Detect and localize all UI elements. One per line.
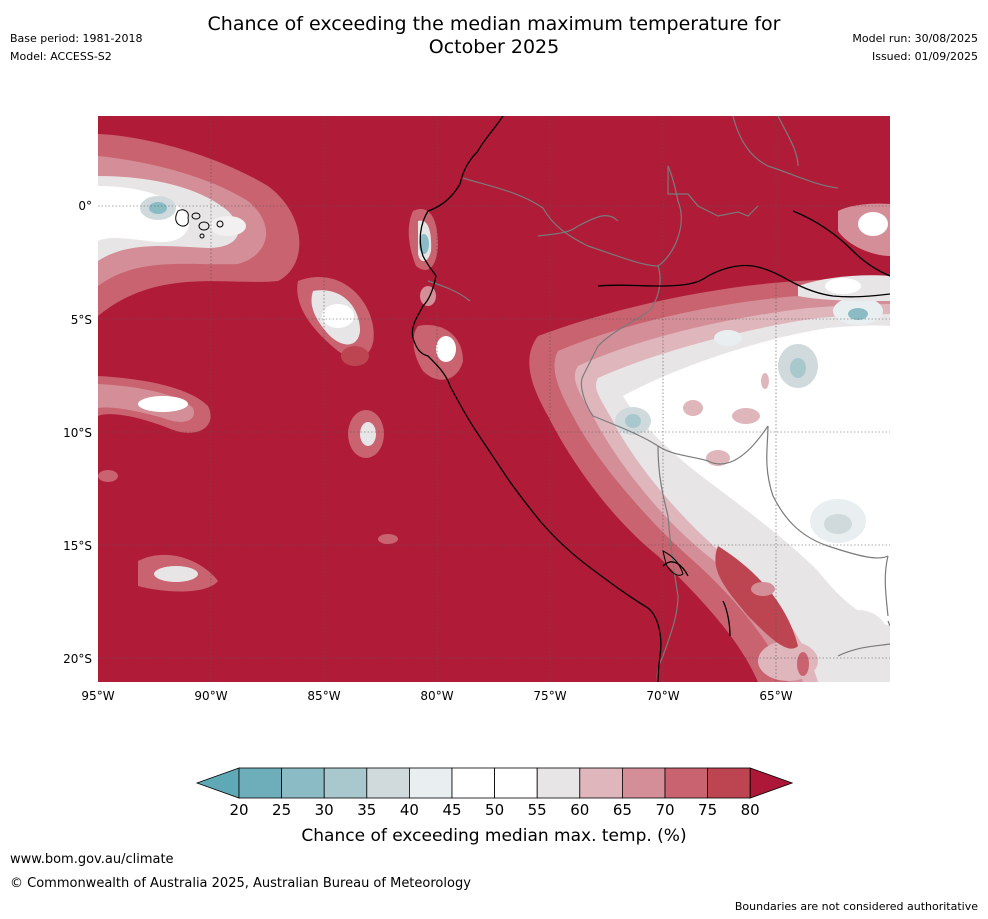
colorbar-tick-50: 50 <box>485 801 505 819</box>
colorbar-tick-80: 80 <box>740 801 760 819</box>
offshore-anomaly-blobs <box>98 277 398 592</box>
lon-label-80w: 80°W <box>420 689 454 703</box>
copyright-text: © Commonwealth of Australia 2025, Austra… <box>10 876 471 891</box>
colorbar-cell-50-55 <box>494 767 538 799</box>
colorbar-tick-40: 40 <box>399 801 419 819</box>
issued-date: Issued: 01/09/2025 <box>871 50 978 63</box>
colorbar-cell-45-50 <box>451 767 495 799</box>
amazon-corner-anomaly <box>798 203 890 301</box>
lat-label-0: 0° <box>78 199 92 213</box>
lon-label-65w: 65°W <box>759 689 793 703</box>
lat-label-10s: 10°S <box>63 426 92 440</box>
chart-title-line2: October 2025 <box>428 36 560 58</box>
colorbar-cell-75-80 <box>707 767 751 799</box>
colorbar-svg <box>195 767 794 799</box>
lon-label-85w: 85°W <box>307 689 341 703</box>
chart-title: Chance of exceeding the median maximum t… <box>0 13 988 59</box>
forecast-map <box>98 116 890 682</box>
colorbar-cell-55-60 <box>536 767 581 799</box>
lat-label-5s: 5°S <box>70 313 92 327</box>
disclaimer-text: Boundaries are not considered authoritat… <box>734 900 978 913</box>
colorbar-cell-25-30 <box>281 767 325 799</box>
lon-label-75w: 75°W <box>533 689 567 703</box>
galapagos-islands <box>175 209 224 239</box>
colorbar-cell-70-75 <box>664 767 708 799</box>
colorbar-tick-30: 30 <box>314 801 334 819</box>
chart-title-line1: Chance of exceeding the median maximum t… <box>207 13 781 35</box>
colorbar <box>195 765 795 805</box>
lon-label-90w: 90°W <box>194 689 228 703</box>
lat-label-15s: 15°S <box>63 539 92 553</box>
colorbar-tick-70: 70 <box>655 801 675 819</box>
meta-right: Model run: 30/08/2025 Issued: 01/09/2025 <box>852 32 978 68</box>
colorbar-tick-25: 25 <box>272 801 292 819</box>
model-name: Model: ACCESS-S2 <box>10 50 112 63</box>
colorbar-tick-20: 20 <box>229 801 249 819</box>
lon-label-95w: 95°W <box>81 689 115 703</box>
colorbar-tick-75: 75 <box>698 801 718 819</box>
lon-label-70w: 70°W <box>646 689 680 703</box>
colorbar-tick-55: 55 <box>527 801 547 819</box>
colorbar-arrow-high <box>749 767 794 799</box>
lake-titicaca <box>662 550 684 576</box>
colorbar-cells <box>195 767 794 799</box>
colorbar-tick-35: 35 <box>357 801 377 819</box>
colorbar-cell-40-45 <box>408 767 453 799</box>
model-run: Model run: 30/08/2025 <box>852 32 978 45</box>
base-period: Base period: 1981-2018 <box>10 32 143 45</box>
meta-left: Base period: 1981-2018 Model: ACCESS-S2 <box>10 32 142 68</box>
peru-inland-anomaly <box>529 276 890 682</box>
colorbar-cell-35-40 <box>366 767 410 799</box>
colorbar-cell-30-35 <box>323 767 368 799</box>
andes-high-band <box>715 546 809 676</box>
colorbar-tick-45: 45 <box>442 801 462 819</box>
colorbar-title: Chance of exceeding median max. temp. (%… <box>301 826 687 846</box>
colorbar-arrow-low <box>195 767 240 799</box>
colorbar-cell-65-70 <box>621 767 666 799</box>
map-gridlines <box>98 116 890 682</box>
colorbar-cell-60-65 <box>579 767 623 799</box>
website-link[interactable]: www.bom.gov.au/climate <box>10 852 174 867</box>
colorbar-tick-65: 65 <box>612 801 632 819</box>
lat-label-20s: 20°S <box>63 652 92 666</box>
colorbar-cell-20-25 <box>238 767 282 799</box>
colorbar-tick-60: 60 <box>570 801 590 819</box>
map-svg <box>98 116 890 682</box>
coastlines <box>411 116 890 682</box>
